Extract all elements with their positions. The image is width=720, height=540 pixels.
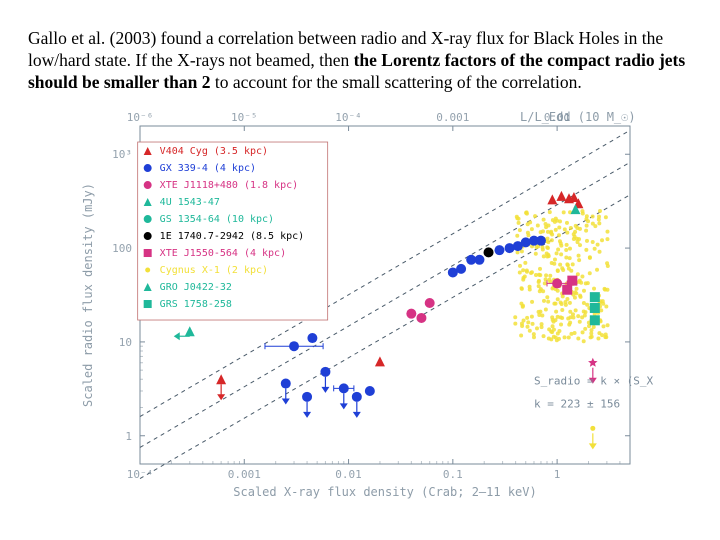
svg-text:0.001: 0.001 [228,468,261,481]
svg-text:10⁻⁵: 10⁻⁵ [231,111,258,124]
svg-text:100: 100 [112,242,132,255]
svg-text:XTE J1550-564 (4 kpc): XTE J1550-564 (4 kpc) [160,248,286,259]
svg-text:GRS 1758-258: GRS 1758-258 [160,299,232,310]
svg-text:Cygnus X-1 (2 kpc): Cygnus X-1 (2 kpc) [160,265,268,276]
svg-text:10⁻⁴: 10⁻⁴ [127,468,154,481]
svg-text:XTE J1118+480 (1.8 kpc): XTE J1118+480 (1.8 kpc) [160,180,298,191]
svg-text:S_radio = k × (S_X)^0.7: S_radio = k × (S_X)^0.7 [534,374,655,387]
caption-plain2: to account for the small scattering of t… [211,72,582,92]
svg-text:0.001: 0.001 [436,111,469,124]
svg-text:GRO J0422-32: GRO J0422-32 [160,282,232,293]
svg-text:L/L_Edd (10 M_☉): L/L_Edd (10 M_☉) [520,110,636,124]
svg-text:1E 1740.7-2942 (8.5 kpc): 1E 1740.7-2942 (8.5 kpc) [160,231,305,242]
svg-text:V404 Cyg (3.5 kpc): V404 Cyg (3.5 kpc) [160,146,268,157]
svg-text:10⁻⁴: 10⁻⁴ [335,111,362,124]
svg-text:10³: 10³ [112,148,132,161]
svg-text:k = 223 ± 156: k = 223 ± 156 [534,397,620,410]
svg-text:1: 1 [125,429,132,442]
svg-text:1: 1 [554,468,561,481]
svg-text:10⁻⁶: 10⁻⁶ [127,111,154,124]
svg-text:Scaled X-ray flux density (Cra: Scaled X-ray flux density (Crab; 2–11 ke… [233,485,536,499]
svg-text:GX 339-4 (4 kpc): GX 339-4 (4 kpc) [160,163,256,174]
svg-text:4U 1543-47: 4U 1543-47 [160,197,220,208]
svg-text:Scaled radio flux density (mJy: Scaled radio flux density (mJy) [81,183,95,407]
svg-text:GS 1354-64 (10 kpc): GS 1354-64 (10 kpc) [160,214,274,225]
scatter-chart: 10⁻⁴0.0010.010.1110⁻⁶10⁻⁵10⁻⁴0.0010.0111… [65,104,655,504]
svg-text:0.01: 0.01 [335,468,362,481]
svg-text:0.1: 0.1 [443,468,463,481]
caption-text: Gallo et al. (2003) found a correlation … [0,0,720,104]
svg-text:10: 10 [119,336,132,349]
